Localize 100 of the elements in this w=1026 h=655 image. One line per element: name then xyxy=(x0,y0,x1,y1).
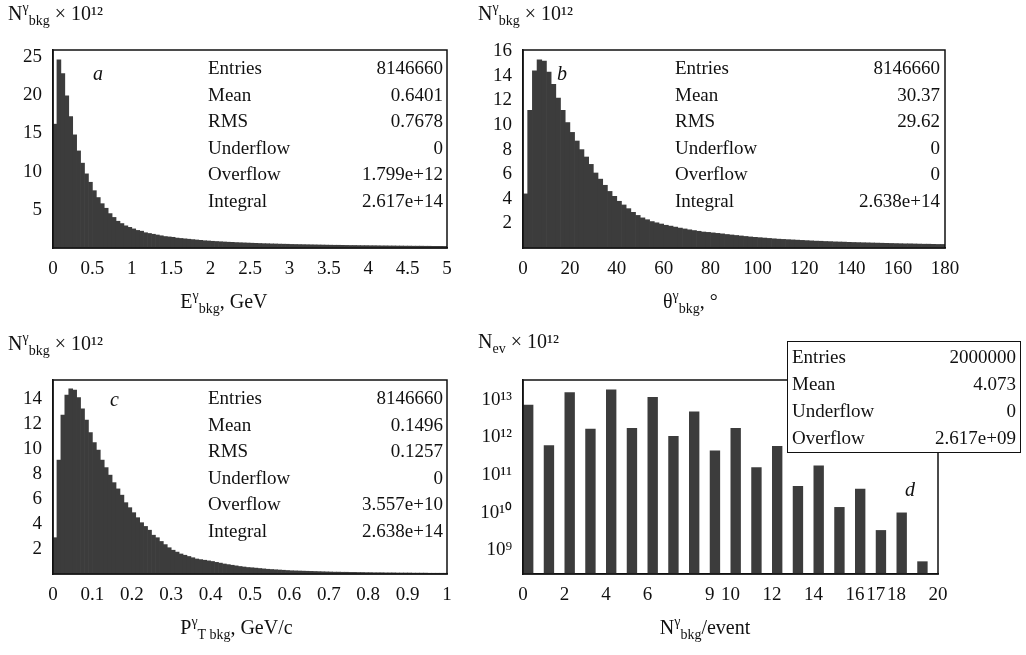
x-tick-label: 0.4 xyxy=(198,583,223,605)
annotation: Integral xyxy=(675,188,736,213)
annotation: a xyxy=(93,62,103,85)
x-tick-label: 80 xyxy=(701,257,721,279)
annotation: Mean xyxy=(792,372,837,396)
annotation: c xyxy=(110,388,119,411)
annotation: 8146660 xyxy=(375,386,443,410)
y-tick-label: 14 xyxy=(23,386,43,408)
x-tick-label: 0.5 xyxy=(238,583,262,605)
annotation: Integral xyxy=(208,188,269,213)
x-tick-label: 18 xyxy=(887,583,906,605)
annotation: 30.37 xyxy=(896,82,940,107)
y-tick-label: 12 xyxy=(493,88,512,110)
x-tick-label: 17 xyxy=(866,583,886,605)
annotation: d xyxy=(905,478,915,501)
x-tick-label: 100 xyxy=(743,257,772,279)
annotation: 8146660 xyxy=(872,56,940,80)
annotation: Mean xyxy=(675,82,720,107)
x-tick-label: 0.8 xyxy=(356,583,381,605)
x-tick-label: 9 xyxy=(705,583,715,605)
y-tick-label: 12 xyxy=(23,411,42,433)
annotation: Entries xyxy=(208,56,263,80)
x-tick-label: 0.7 xyxy=(316,583,341,605)
x-tick-label: 16 xyxy=(845,583,865,605)
x-tick-label: 2.5 xyxy=(238,257,262,279)
annotation: Overflow xyxy=(675,162,749,186)
annotation: RMS xyxy=(675,109,717,133)
annotation: RMS xyxy=(208,439,250,463)
text: Entries xyxy=(792,345,847,369)
x-tick-label: 0.6 xyxy=(277,583,302,605)
annotation: Underflow xyxy=(208,135,292,160)
annotation: Underflow xyxy=(675,135,759,160)
annotation: 0 xyxy=(432,465,443,490)
annotation: 8146660 xyxy=(375,56,443,80)
text: 2000000 xyxy=(948,345,1016,369)
x-axis-title: E$^{γ}$$_{bkg}$, GeV xyxy=(180,288,268,317)
x-tick-label: 20 xyxy=(560,257,580,279)
annotation: Mean xyxy=(208,412,253,437)
y-axis-title: N$^{γ}$$_{bkg}$ × 10¹² xyxy=(478,0,573,29)
annotation: 1.799e+12 xyxy=(361,162,443,186)
annotation: 0.1496 xyxy=(389,412,443,437)
y-tick-label: 2 xyxy=(502,211,512,233)
annotation: 0.1257 xyxy=(389,439,443,463)
annotation: 2.617e+14 xyxy=(361,188,443,213)
annotation: b xyxy=(557,62,567,85)
y-tick-label: 4 xyxy=(32,511,43,533)
x-tick-label: 160 xyxy=(883,257,913,279)
y-tick-label: 6 xyxy=(502,162,512,184)
x-tick-label: 14 xyxy=(804,583,824,605)
annotation: 2.638e+14 xyxy=(361,518,443,543)
x-tick-label: 0.1 xyxy=(80,583,105,605)
x-tick-label: 2 xyxy=(559,583,570,605)
x-tick-label: 5 xyxy=(442,257,452,279)
y-tick-label: 10 xyxy=(493,113,512,134)
annotation: Underflow xyxy=(792,399,876,423)
x-tick-label: 1 xyxy=(127,257,137,279)
x-tick-label: 120 xyxy=(790,257,819,279)
y-tick-label: 15 xyxy=(23,121,42,143)
x-tick-label: 0 xyxy=(518,257,528,279)
y-tick-label: 10¹¹ xyxy=(481,462,513,484)
x-axis-title: θ$^{γ}$$_{bkg}$, ° xyxy=(662,288,718,317)
y-axis-title: N$^{γ}$$_{bkg}$ × 10¹² xyxy=(8,0,103,29)
annotation: 0 xyxy=(929,162,940,186)
x-tick-label: 1.5 xyxy=(159,257,184,279)
x-tick-label: 0.9 xyxy=(395,583,420,605)
x-tick-label: 140 xyxy=(836,257,866,279)
x-axis-title: P$^{γ}$$_{T bkg}$, GeV/c xyxy=(180,614,293,643)
y-tick-label: 5 xyxy=(32,197,42,219)
y-axis-title: N$^{γ}$$_{bkg}$ × 10¹² xyxy=(8,330,103,359)
x-tick-label: 10 xyxy=(721,583,740,605)
annotation: Entries xyxy=(675,56,730,80)
y-tick-label: 2 xyxy=(32,536,42,558)
annotation: 2.638e+14 xyxy=(858,188,940,213)
annotation: Entries xyxy=(208,386,263,410)
x-axis-title: N$^{γ}$$_{bkg}$/event xyxy=(659,614,751,643)
annotation: 0 xyxy=(929,135,940,160)
text: 4.073 xyxy=(972,372,1016,396)
y-tick-label: 10 xyxy=(23,159,42,181)
x-tick-label: 6 xyxy=(642,583,653,605)
x-tick-label: 2 xyxy=(205,257,216,279)
annotation: 2.617e+09 xyxy=(934,426,1016,450)
text: 0 xyxy=(1005,399,1016,423)
y-tick-label: 6 xyxy=(32,486,42,508)
annotation: Mean xyxy=(208,82,253,107)
y-tick-label: 10⁹ xyxy=(486,538,513,560)
y-tick-label: 10¹² xyxy=(481,425,513,447)
y-tick-label: 8 xyxy=(502,137,512,159)
x-tick-label: 0 xyxy=(48,257,58,279)
x-tick-label: 0.3 xyxy=(159,583,184,605)
y-tick-label: 14 xyxy=(493,63,513,85)
x-tick-label: 12 xyxy=(762,583,782,605)
annotation: Underflow xyxy=(208,465,292,490)
y-tick-label: 4 xyxy=(502,186,513,208)
x-tick-label: 4 xyxy=(363,257,374,279)
x-tick-label: 180 xyxy=(930,257,960,279)
x-tick-label: 1 xyxy=(442,583,452,605)
annotation: Integral xyxy=(208,518,269,543)
annotation: Overflow xyxy=(792,426,866,450)
y-tick-label: 10¹³ xyxy=(481,387,513,409)
y-tick-label: 10¹⁰ xyxy=(480,500,512,522)
